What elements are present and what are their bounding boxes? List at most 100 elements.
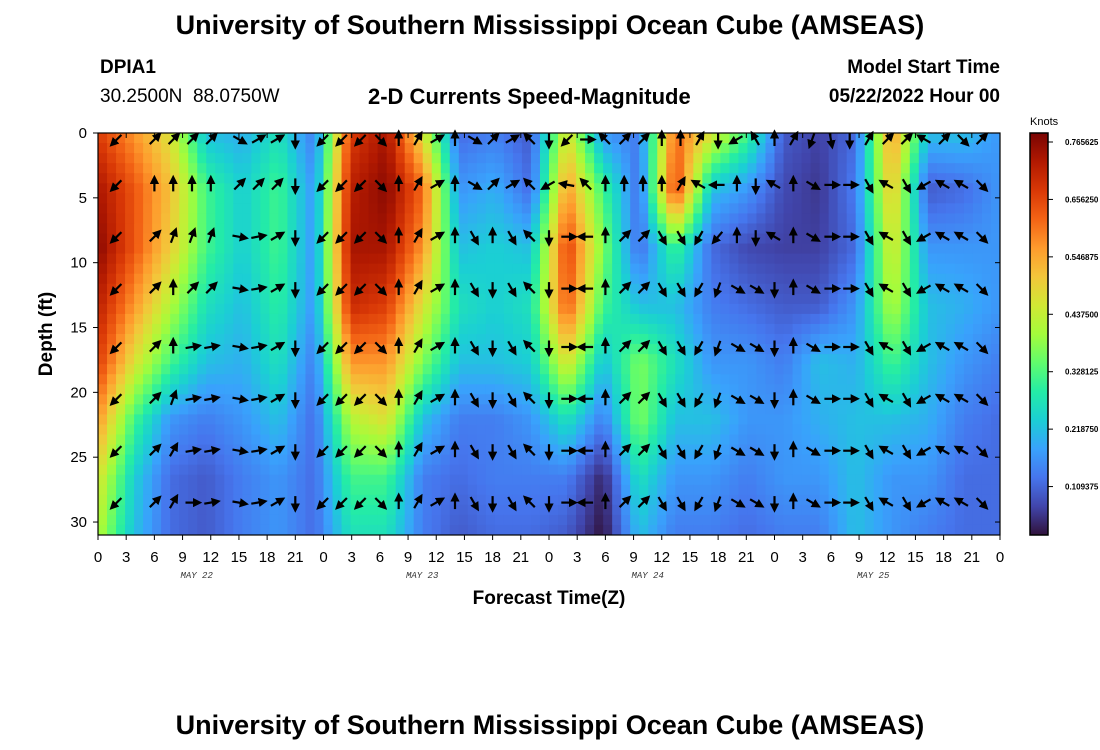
heatmap-cell	[657, 263, 667, 275]
heatmap-cell	[918, 243, 929, 255]
heatmap-cell	[972, 173, 983, 184]
heatmap-cell	[819, 434, 830, 446]
heatmap-cell	[819, 253, 830, 265]
x-tick-label: 21	[287, 549, 304, 566]
heatmap-cell	[260, 213, 270, 224]
heatmap-cell	[837, 484, 848, 496]
heatmap-cell	[287, 464, 297, 476]
heatmap-cell	[305, 374, 315, 385]
heatmap-cell	[215, 173, 225, 184]
heatmap-cell	[512, 434, 523, 446]
heatmap-cell	[837, 163, 848, 174]
heatmap-cell	[260, 293, 270, 305]
heatmap-cell	[621, 474, 631, 486]
heatmap-cell	[657, 514, 667, 526]
heatmap-cell	[702, 504, 712, 516]
heatmap-cell	[783, 464, 794, 476]
heatmap-cell	[810, 203, 821, 214]
current-arrow	[316, 179, 329, 193]
heatmap-cell	[828, 133, 839, 144]
heatmap-cell	[188, 303, 198, 315]
heatmap-cell	[900, 454, 911, 466]
heatmap-cell	[783, 414, 794, 425]
heatmap-cell	[828, 203, 839, 214]
heatmap-cell	[377, 354, 388, 365]
heatmap-cell	[774, 414, 785, 425]
heatmap-cell	[278, 434, 288, 446]
heatmap-cell	[603, 424, 613, 435]
heatmap-cell	[269, 323, 279, 335]
heatmap-cell	[422, 323, 433, 335]
heatmap-cell	[296, 133, 306, 144]
heatmap-cell	[819, 283, 830, 295]
current-arrow	[676, 496, 686, 512]
current-arrow	[864, 340, 874, 356]
heatmap-cell	[711, 494, 721, 506]
heatmap-cell	[368, 404, 379, 415]
heatmap-cell	[594, 153, 604, 164]
heatmap-cell	[350, 404, 361, 415]
heatmap-cell	[855, 364, 866, 375]
heatmap-cell	[323, 394, 334, 405]
heatmap-cell	[449, 524, 460, 536]
heatmap-cell	[476, 354, 487, 365]
heatmap-cell	[918, 263, 929, 275]
heatmap-cell	[846, 203, 857, 214]
heatmap-cell	[521, 143, 532, 154]
heatmap-cell	[458, 253, 469, 265]
heatmap-cell	[143, 344, 153, 355]
heatmap-cell	[494, 394, 505, 405]
heatmap-cell	[269, 334, 279, 345]
heatmap-cell	[549, 303, 559, 315]
heatmap-cell	[404, 394, 415, 405]
current-arrow	[878, 497, 894, 507]
heatmap-cell	[693, 223, 703, 234]
heatmap-cell	[846, 323, 857, 335]
heatmap-cell	[756, 374, 766, 385]
heatmap-cell	[305, 354, 315, 365]
heatmap-cell	[648, 243, 658, 255]
heatmap-cell	[756, 183, 766, 194]
heatmap-cell	[774, 494, 785, 506]
heatmap-cell	[693, 334, 703, 345]
heatmap-cell	[179, 143, 189, 154]
heatmap-cell	[630, 193, 640, 204]
heatmap-cell	[954, 183, 965, 194]
heatmap-cell	[621, 153, 631, 164]
heatmap-cell	[702, 424, 712, 435]
heatmap-cell	[810, 293, 821, 305]
current-arrow	[522, 229, 536, 243]
heatmap-cell	[702, 313, 712, 325]
heatmap-cell	[738, 404, 748, 415]
heatmap-cell	[783, 223, 794, 234]
heatmap-cell	[657, 454, 667, 466]
heatmap-cell	[296, 183, 306, 194]
heatmap-cell	[882, 193, 893, 204]
heatmap-cell	[603, 434, 613, 446]
heatmap-cell	[305, 163, 315, 174]
heatmap-cell	[494, 293, 505, 305]
heatmap-cell	[756, 384, 766, 395]
heatmap-cell	[170, 344, 180, 355]
heatmap-cell	[918, 253, 929, 265]
heatmap-cell	[251, 213, 261, 224]
heatmap-cell	[918, 474, 929, 486]
current-arrow	[109, 445, 123, 458]
heatmap-cell	[395, 344, 406, 355]
heatmap-cell	[395, 223, 406, 234]
heatmap-cell	[855, 474, 866, 486]
heatmap-cell	[657, 364, 667, 375]
current-arrow	[109, 497, 123, 510]
heatmap-cell	[467, 354, 478, 365]
heatmap-cell	[630, 414, 640, 425]
heatmap-cell	[783, 514, 794, 526]
heatmap-cell	[395, 464, 406, 476]
heatmap-cell	[657, 474, 667, 486]
heatmap-cell	[963, 414, 974, 425]
heatmap-cell	[233, 414, 243, 425]
heatmap-cell	[431, 253, 442, 265]
heatmap-cell	[422, 344, 433, 355]
heatmap-cell	[981, 323, 992, 335]
heatmap-cell	[873, 233, 884, 245]
heatmap-cell	[846, 434, 857, 446]
